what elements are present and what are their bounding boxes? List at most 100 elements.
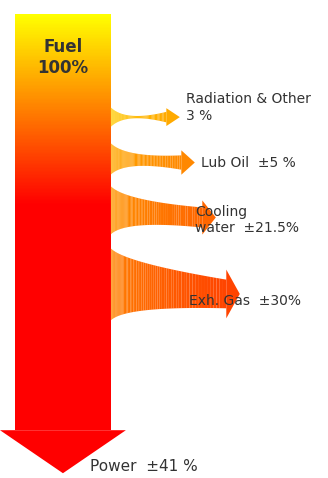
Polygon shape — [15, 351, 111, 353]
Polygon shape — [153, 265, 155, 310]
Polygon shape — [15, 27, 111, 28]
Polygon shape — [179, 271, 181, 308]
Polygon shape — [15, 261, 111, 262]
Polygon shape — [15, 397, 111, 398]
Polygon shape — [125, 115, 126, 120]
Polygon shape — [15, 22, 111, 24]
Polygon shape — [139, 116, 140, 118]
Polygon shape — [15, 167, 111, 168]
Polygon shape — [138, 198, 140, 226]
Polygon shape — [15, 264, 111, 265]
Polygon shape — [15, 262, 111, 264]
Polygon shape — [15, 208, 111, 210]
Polygon shape — [129, 258, 130, 313]
Polygon shape — [195, 274, 198, 308]
Polygon shape — [15, 142, 111, 143]
Polygon shape — [174, 155, 176, 169]
Polygon shape — [115, 147, 116, 171]
Polygon shape — [132, 116, 133, 119]
Polygon shape — [15, 394, 111, 396]
Polygon shape — [172, 204, 174, 225]
Polygon shape — [111, 186, 112, 234]
Polygon shape — [137, 116, 138, 118]
Polygon shape — [113, 145, 114, 173]
Polygon shape — [15, 217, 111, 218]
Polygon shape — [15, 136, 111, 138]
Polygon shape — [15, 204, 111, 206]
Polygon shape — [15, 109, 111, 110]
Polygon shape — [184, 272, 187, 308]
Polygon shape — [15, 303, 111, 304]
Polygon shape — [153, 115, 154, 120]
Polygon shape — [15, 324, 111, 325]
Polygon shape — [142, 154, 143, 166]
Polygon shape — [119, 149, 120, 169]
Polygon shape — [15, 370, 111, 372]
Polygon shape — [15, 379, 111, 380]
Polygon shape — [134, 116, 135, 119]
Polygon shape — [15, 138, 111, 139]
Polygon shape — [15, 131, 111, 132]
Polygon shape — [141, 154, 142, 166]
Polygon shape — [162, 112, 164, 122]
Polygon shape — [15, 265, 111, 267]
Polygon shape — [15, 246, 111, 247]
Polygon shape — [157, 114, 158, 120]
Polygon shape — [15, 332, 111, 333]
Polygon shape — [129, 115, 130, 119]
Polygon shape — [164, 156, 166, 167]
Polygon shape — [15, 25, 111, 27]
Polygon shape — [15, 293, 111, 294]
Polygon shape — [15, 63, 111, 64]
Polygon shape — [113, 250, 114, 318]
Polygon shape — [15, 211, 111, 213]
Polygon shape — [15, 154, 111, 156]
Polygon shape — [148, 200, 149, 225]
Polygon shape — [15, 409, 111, 411]
Polygon shape — [201, 275, 204, 308]
Polygon shape — [15, 279, 111, 281]
Polygon shape — [15, 213, 111, 214]
Polygon shape — [15, 221, 111, 222]
Polygon shape — [15, 219, 111, 221]
Polygon shape — [15, 170, 111, 171]
Polygon shape — [15, 185, 111, 186]
Polygon shape — [134, 197, 135, 226]
Polygon shape — [15, 289, 111, 290]
Polygon shape — [15, 64, 111, 65]
Polygon shape — [15, 412, 111, 413]
Polygon shape — [127, 195, 128, 228]
Polygon shape — [15, 390, 111, 391]
Polygon shape — [15, 20, 111, 22]
Polygon shape — [136, 261, 138, 312]
Polygon shape — [124, 256, 125, 314]
Polygon shape — [115, 111, 116, 123]
Polygon shape — [145, 263, 147, 310]
Polygon shape — [15, 149, 111, 150]
Polygon shape — [15, 258, 111, 260]
Polygon shape — [155, 114, 156, 120]
Polygon shape — [15, 59, 111, 60]
Polygon shape — [202, 200, 216, 235]
Polygon shape — [151, 264, 153, 310]
Polygon shape — [15, 182, 111, 184]
Polygon shape — [15, 85, 111, 87]
Polygon shape — [15, 152, 111, 153]
Polygon shape — [15, 38, 111, 39]
Polygon shape — [118, 191, 119, 230]
Polygon shape — [166, 108, 180, 126]
Polygon shape — [213, 277, 216, 308]
Polygon shape — [187, 272, 190, 308]
Polygon shape — [15, 49, 111, 50]
Polygon shape — [15, 365, 111, 367]
Polygon shape — [192, 273, 195, 308]
Polygon shape — [118, 253, 119, 316]
Polygon shape — [15, 96, 111, 98]
Polygon shape — [15, 236, 111, 238]
Polygon shape — [15, 124, 111, 125]
Polygon shape — [15, 247, 111, 249]
Polygon shape — [115, 252, 116, 317]
Polygon shape — [15, 76, 111, 77]
Polygon shape — [15, 358, 111, 359]
Polygon shape — [15, 214, 111, 215]
